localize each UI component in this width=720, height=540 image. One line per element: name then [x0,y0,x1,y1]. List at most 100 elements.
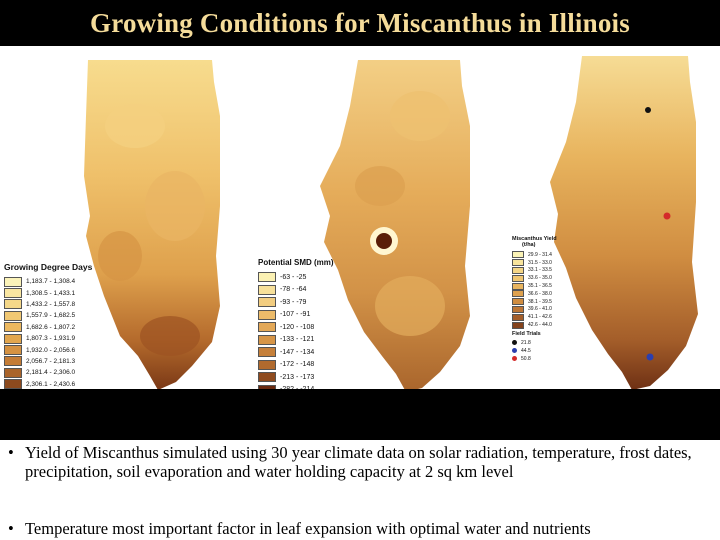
smd-legend-label: -120 - -108 [280,323,315,331]
gdd-legend-item: 2,181.4 - 2,306.0 [4,367,96,378]
gdd-legend-swatch [4,299,22,310]
yield-legend-label: 41.1 - 42.6 [528,314,552,321]
smd-legend-item: -107 - -91 [258,309,350,322]
gdd-legend-item: 1,433.2 - 1,557.8 [4,299,96,310]
smd-map [320,60,470,392]
smd-legend-label: -63 - -25 [280,273,307,281]
gdd-legend-swatch [4,367,22,378]
yield-legend-item: 42.6 - 44.0 [512,321,582,329]
smd-legend-swatch [258,347,276,358]
gdd-legend-label: 1,308.5 - 1,433.1 [26,289,76,297]
yield-legend-subtitle: (t/ha) [522,242,536,248]
yield-map [550,56,698,390]
gdd-legend-swatch [4,333,22,344]
field-trial-swatch [512,356,517,362]
yield-legend-label: 29.9 - 31.4 [528,251,552,258]
smd-legend-swatch [258,309,276,320]
gdd-legend-swatch [4,356,22,367]
gdd-legend-item: 1,183.7 - 1,308.4 [4,276,96,287]
gdd-legend-label: 1,433.2 - 1,557.8 [26,300,76,308]
field-trial-marker-blue [646,353,654,361]
gdd-legend-swatch [4,276,22,287]
yield-legend-item: 38.1 - 39.5 [512,298,582,306]
gdd-legend-item: 2,056.7 - 2,181.3 [4,356,96,367]
smd-legend-swatch [258,334,276,345]
gdd-legend-item: 1,807.3 - 1,931.9 [4,333,96,344]
yield-legend: Miscanthus Yield (t/ha) 29.9 - 31.4 31.5 … [512,236,582,363]
gdd-legend-label: 1,682.6 - 1,807.2 [26,323,76,331]
gdd-legend-label: 1,557.9 - 1,682.5 [26,312,76,320]
smd-legend-item: -147 - -134 [258,346,350,359]
yield-legend-label: 33.1 - 33.5 [528,267,552,274]
yield-legend-label: 39.6 - 41.0 [528,306,552,313]
smd-legend-item: -133 - -121 [258,334,350,347]
gdd-patch [105,104,165,148]
smd-patch [355,166,405,206]
gdd-legend-swatch [4,310,22,321]
gdd-map [84,60,220,390]
smd-legend-label: -172 - -148 [280,361,315,369]
smd-legend-item: -78 - -64 [258,284,350,297]
yield-legend-swatch [512,305,524,313]
gdd-legend-swatch [4,379,22,390]
yield-legend-swatch [512,282,524,290]
gdd-legend-item: 1,557.9 - 1,682.5 [4,310,96,321]
smd-patch [375,276,445,336]
gdd-patch [140,316,200,356]
yield-legend-item: 33.6 - 35.0 [512,274,582,282]
slide-title: Growing Conditions for Miscanthus in Ill… [90,7,630,38]
smd-legend-label: -78 - -64 [280,286,307,294]
gdd-legend: Growing Degree Days 1,183.7 - 1,308.4 1,3… [4,262,96,401]
yield-legend-swatch [512,266,524,274]
smd-legend-item: -93 - -79 [258,296,350,309]
yield-legend-label: 33.6 - 35.0 [528,275,552,282]
gdd-patch [98,231,142,281]
smd-legend-label: -147 - -134 [280,348,315,356]
yield-legend-swatch [512,321,524,329]
yield-legend-label: 31.5 - 33.0 [528,259,552,266]
smd-hotspot-core [376,233,392,249]
field-trial-item: 50.8 [512,355,582,363]
smd-legend-label: -213 - -173 [280,373,315,381]
field-trial-marker-black [645,107,651,113]
gdd-legend-item: 1,932.0 - 2,056.6 [4,344,96,356]
gdd-legend-item: 2,306.1 - 2,430.6 [4,379,96,390]
yield-legend-item: 29.9 - 31.4 [512,251,582,259]
field-trial-marker-red [663,212,671,220]
gdd-legend-label: 1,807.3 - 1,931.9 [26,335,76,343]
gdd-legend-label: 1,932.0 - 2,056.6 [26,346,76,354]
smd-legend-title: Potential SMD (mm) [258,258,334,267]
gdd-patch [145,171,205,241]
yield-legend-swatch [512,313,524,321]
bullet-symbol: • [8,443,14,462]
gdd-legend-item: 1,308.5 - 1,433.1 [4,287,96,299]
maps-bottom-band [0,389,720,449]
yield-legend-item: 35.1 - 36.5 [512,282,582,290]
yield-legend-item: 41.1 - 42.6 [512,313,582,321]
field-trials-title: Field Trials [512,330,541,337]
yield-legend-label: 38.1 - 39.5 [528,298,552,305]
field-trial-swatch [512,340,517,346]
gdd-legend-swatch [4,322,22,333]
smd-legend-swatch [258,272,276,283]
yield-illinois-shape [550,56,698,390]
field-trial-label: 44.5 [521,347,531,354]
yield-legend-item: 39.6 - 41.0 [512,305,582,314]
bullet-item: • Temperature most important factor in l… [8,519,714,538]
gdd-legend-swatch [4,345,22,356]
gdd-legend-label: 2,056.7 - 2,181.3 [26,357,76,365]
yield-legend-title: Miscanthus Yield [512,236,557,242]
field-trial-label: 21.8 [521,339,531,346]
smd-legend-swatch [258,297,276,308]
smd-legend: Potential SMD (mm) -63 - -25 -78 - -64 -93… [258,258,350,396]
yield-legend-swatch [512,251,524,259]
yield-legend-swatch [512,274,524,282]
smd-legend-item: -120 - -108 [258,321,350,334]
yield-legend-item: 36.6 - 38.0 [512,290,582,298]
smd-legend-swatch [258,372,276,383]
yield-legend-item: 33.1 - 33.5 [512,266,582,275]
smd-legend-label: -133 - -121 [280,336,315,344]
smd-legend-item: -172 - -148 [258,359,350,372]
yield-legend-swatch [512,290,524,298]
gdd-legend-swatch [4,288,22,299]
